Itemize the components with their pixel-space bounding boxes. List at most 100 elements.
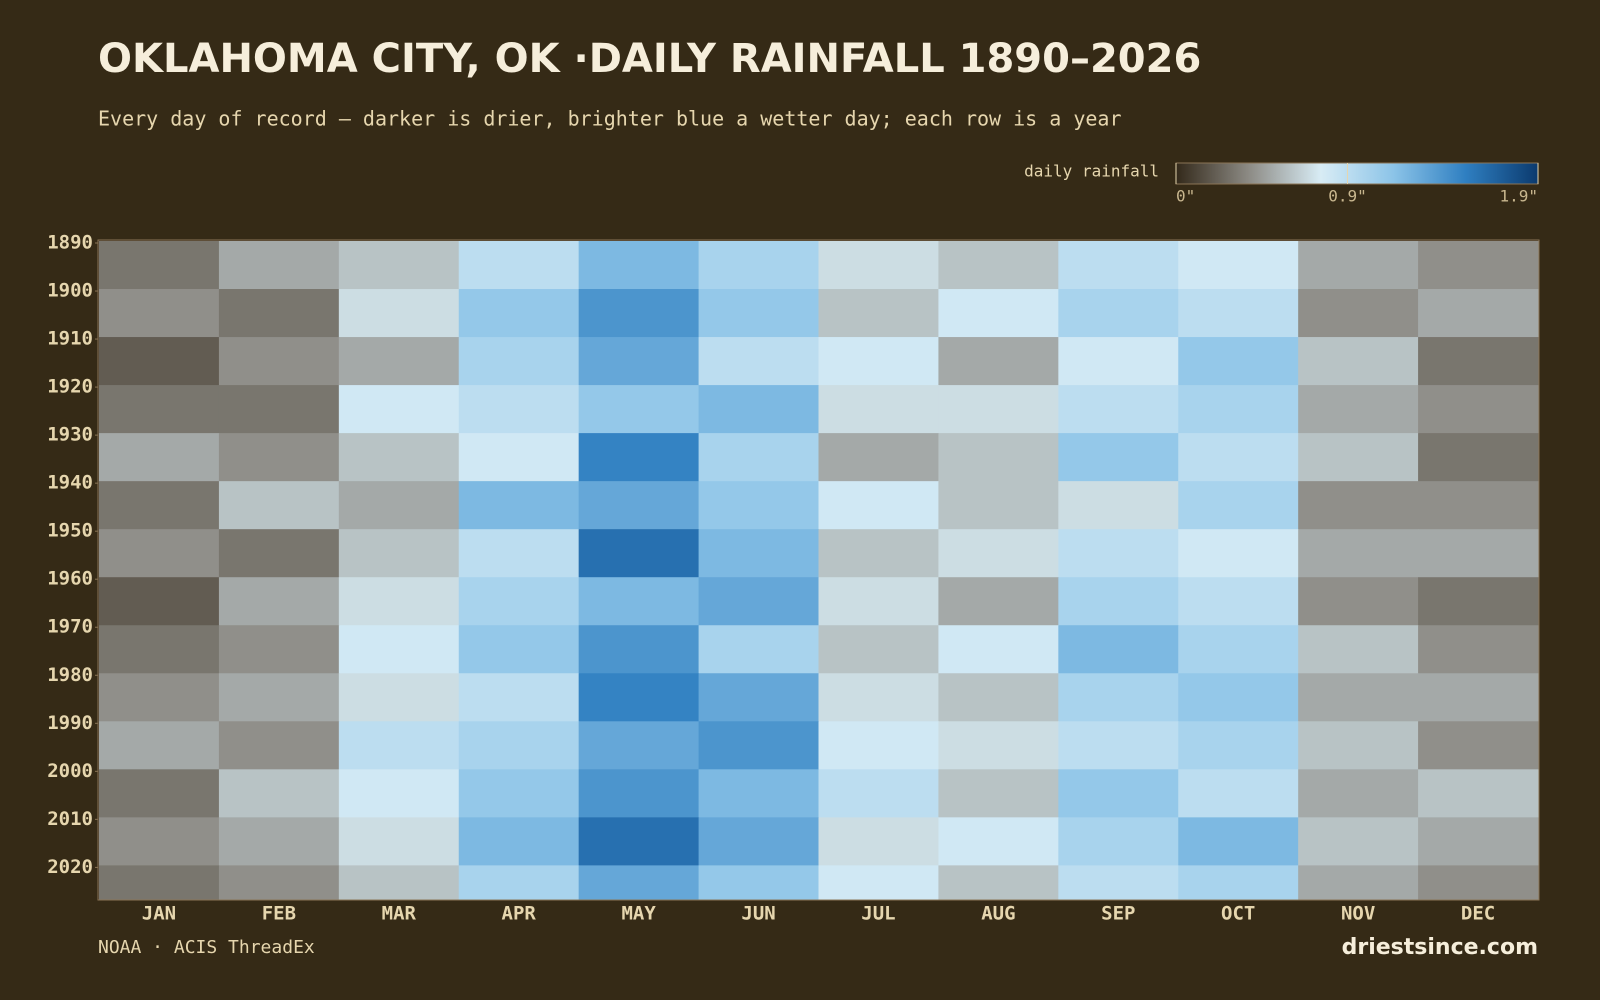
heat-cell xyxy=(1058,481,1179,530)
heat-cell xyxy=(938,289,1059,338)
heat-cell xyxy=(1058,673,1179,722)
heat-cell xyxy=(1418,673,1539,722)
heat-cell xyxy=(578,769,700,818)
x-tick-label: JAN xyxy=(142,903,176,925)
heat-cell xyxy=(818,241,939,290)
heat-cell xyxy=(1178,337,1299,386)
heat-cell xyxy=(1298,721,1419,770)
heat-cell xyxy=(698,577,819,626)
heat-cell xyxy=(1178,241,1299,290)
heat-cell xyxy=(99,817,220,866)
heat-cell xyxy=(938,241,1059,290)
heat-cell xyxy=(338,385,460,434)
heat-cell xyxy=(1298,481,1419,530)
heat-cell xyxy=(99,481,220,530)
heat-cell xyxy=(338,241,460,290)
heat-cell xyxy=(1418,337,1539,386)
heat-cell xyxy=(1178,673,1299,722)
heat-cell xyxy=(818,721,939,770)
heat-cell xyxy=(1418,769,1539,818)
heat-cell xyxy=(1178,481,1299,530)
heat-cell xyxy=(99,385,220,434)
heat-cell xyxy=(218,721,340,770)
y-tick-label: 1990 xyxy=(47,712,93,734)
heat-cell xyxy=(818,289,939,338)
heat-cell xyxy=(99,433,220,482)
heat-cell xyxy=(578,241,700,290)
heat-cell xyxy=(458,529,580,578)
heat-cell xyxy=(1298,385,1419,434)
heat-cell xyxy=(578,529,700,578)
heat-cell xyxy=(578,481,700,530)
brand: driestsince.com xyxy=(1342,935,1538,960)
heat-cell xyxy=(1178,817,1299,866)
heat-cell xyxy=(1058,529,1179,578)
x-tick-label: NOV xyxy=(1341,903,1375,925)
heat-cell xyxy=(338,817,460,866)
heat-cell xyxy=(218,385,340,434)
heat-cell xyxy=(938,577,1059,626)
heat-cell xyxy=(938,481,1059,530)
heat-cell xyxy=(1058,433,1179,482)
heat-cell xyxy=(458,241,580,290)
y-tick-label: 1970 xyxy=(47,616,93,638)
heat-cell xyxy=(99,529,220,578)
heat-cell xyxy=(458,481,580,530)
heat-cell xyxy=(578,865,700,900)
heat-cell xyxy=(218,817,340,866)
heat-cell xyxy=(1058,385,1179,434)
heat-cell xyxy=(698,241,819,290)
heat-cell xyxy=(1298,625,1419,674)
heat-cell xyxy=(338,529,460,578)
heat-cell xyxy=(458,673,580,722)
y-tick-label: 1890 xyxy=(47,232,93,254)
heat-cell xyxy=(338,865,460,900)
heat-cell xyxy=(1418,865,1539,900)
heat-cell xyxy=(218,625,340,674)
y-tick-label: 2000 xyxy=(47,760,93,782)
heat-cell xyxy=(458,577,580,626)
heat-cell xyxy=(818,625,939,674)
heat-cell xyxy=(99,337,220,386)
heat-cell xyxy=(99,673,220,722)
heat-cell xyxy=(578,673,700,722)
heat-cell xyxy=(99,289,220,338)
x-tick-label: JUN xyxy=(741,903,775,925)
y-tick-label: 1950 xyxy=(47,520,93,542)
x-tick-label: DEC xyxy=(1461,903,1495,925)
heat-cell xyxy=(1298,817,1419,866)
heat-cell xyxy=(458,433,580,482)
heat-cell xyxy=(99,721,220,770)
heat-cell xyxy=(1058,721,1179,770)
heat-cell xyxy=(578,385,700,434)
heat-cell xyxy=(458,625,580,674)
heat-cell xyxy=(458,337,580,386)
heat-cell xyxy=(1298,289,1419,338)
heat-cell xyxy=(1418,529,1539,578)
heat-cell xyxy=(458,769,580,818)
heat-cell xyxy=(698,817,819,866)
heat-cell xyxy=(218,337,340,386)
heat-cell xyxy=(818,481,939,530)
heat-cell xyxy=(338,337,460,386)
heat-cell xyxy=(938,625,1059,674)
heat-cell xyxy=(218,433,340,482)
heat-cell xyxy=(218,481,340,530)
heat-cell xyxy=(1298,433,1419,482)
y-tick-label: 1980 xyxy=(47,664,93,686)
colorbar-tick-label: 0" xyxy=(1176,187,1195,206)
heat-cell xyxy=(1178,769,1299,818)
heat-cell xyxy=(938,433,1059,482)
heat-cell xyxy=(1298,241,1419,290)
x-tick-label: APR xyxy=(502,903,537,925)
y-tick-label: 1910 xyxy=(47,328,93,350)
heat-cell xyxy=(578,721,700,770)
heat-cell xyxy=(338,673,460,722)
source: NOAA · ACIS ThreadEx xyxy=(98,937,315,958)
heat-cell xyxy=(1178,865,1299,900)
heat-cell xyxy=(218,529,340,578)
heat-cell xyxy=(818,529,939,578)
heat-cell xyxy=(99,865,220,900)
y-tick-label: 1940 xyxy=(47,472,93,494)
